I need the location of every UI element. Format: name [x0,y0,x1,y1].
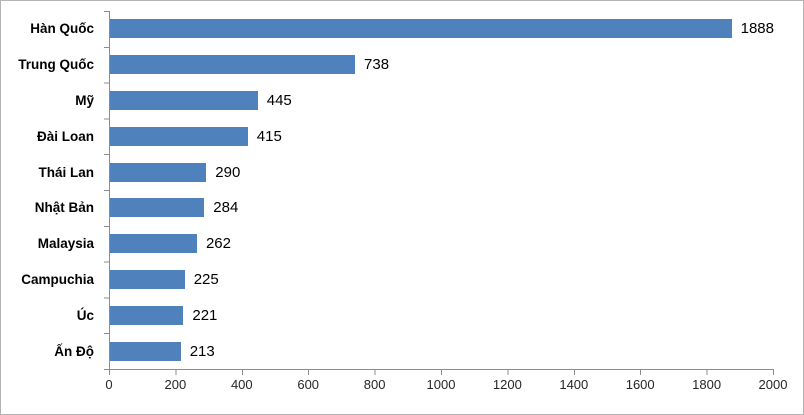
x-tick-label: 1200 [492,377,522,392]
category-label: Hàn Quốc [30,21,94,37]
x-tick-label: 1400 [559,377,589,392]
value-label: 213 [189,342,215,360]
value-label: 415 [256,127,282,145]
y-axis-tick-marks [104,11,109,370]
category-label: Campuchia [21,271,94,287]
value-label: 262 [205,235,231,253]
x-tick-label: 1800 [692,377,722,392]
bar-row: 290 [110,154,774,190]
category-label: Trung Quốc [18,57,94,73]
x-axis-labels: 0 200 400 600 800 1000 1200 1400 1600 18… [105,377,787,393]
x-tick-label: 0 [105,377,113,392]
bar [110,269,185,289]
bar [110,234,197,254]
bar [110,90,258,110]
category-axis-labels: Hàn Quốc Trung Quốc Mỹ Đài Loan Thái Lan… [1,11,103,369]
bar [110,126,248,146]
value-label: 738 [364,56,390,74]
value-label: 221 [192,306,218,324]
category-label: Malaysia [37,236,94,252]
x-tick-label: 600 [297,377,320,392]
bar-rows: 1888 738 445 415 290 284 [110,11,774,369]
bar-row: 225 [110,262,774,298]
value-label: 225 [193,270,219,288]
value-label: 445 [266,91,292,109]
category-label: Thái Lan [38,164,94,180]
bar-row: 213 [110,333,774,369]
value-label: 290 [215,163,241,181]
bar-row: 738 [110,47,774,83]
category-label: Nhật Bản [34,200,94,216]
bar [110,341,181,361]
bar-row: 262 [110,226,774,262]
category-label: Mỹ [75,92,94,108]
bar-row: 221 [110,297,774,333]
x-tick-label: 400 [230,377,253,392]
bar-row: 1888 [110,11,774,47]
x-tick-label: 800 [363,377,386,392]
bar [110,19,732,39]
x-tick-label: 200 [164,377,187,392]
value-label: 1888 [740,20,774,38]
x-axis-tick-marks [109,370,774,375]
x-tick-label: 1600 [625,377,655,392]
x-tick-label: 1000 [426,377,456,392]
bar-row: 284 [110,190,774,226]
bar [110,55,356,75]
bar [110,305,184,325]
bar-row: 415 [110,118,774,154]
value-label: 284 [213,199,239,217]
category-label: Đài Loan [36,128,94,144]
bar [110,198,205,218]
category-label: Úc [76,307,94,323]
bar-row: 445 [110,83,774,119]
category-label: Ấn Độ [54,343,94,359]
x-tick-label: 2000 [758,377,788,392]
bar [110,162,207,182]
plot-area: 1888 738 445 415 290 284 [109,11,774,370]
